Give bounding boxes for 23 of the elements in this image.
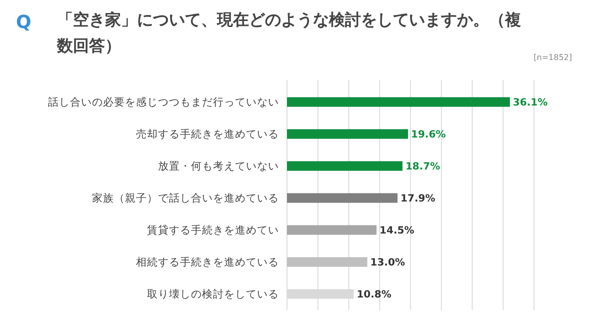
y-tick-label: 相続する手続きを進めている — [136, 256, 279, 269]
bar — [287, 225, 377, 235]
y-tick-label: 放置・何も考えていない — [158, 160, 279, 173]
bar — [287, 193, 398, 203]
bar — [287, 257, 368, 267]
y-tick-label: 賃貸する手続きを進めてい — [147, 224, 279, 237]
y-tick-label: 家族（親子）で話し合いを進めている — [92, 192, 279, 205]
y-tick-label: 取り壊しの検討をしている — [147, 288, 279, 301]
data-label: 17.9% — [400, 194, 436, 204]
data-label: 36.1% — [512, 98, 548, 108]
bar — [287, 97, 510, 107]
chart-title: 「空き家」について、現在どのような検討をしていますか。（複数回答） — [56, 10, 521, 55]
data-label: 19.6% — [411, 130, 446, 140]
bar — [287, 161, 402, 171]
data-label: 18.7% — [405, 162, 440, 172]
y-tick-label: 売却する手続きを進めている — [136, 128, 279, 141]
data-label: 13.0% — [370, 258, 405, 268]
text: Q — [16, 12, 32, 33]
text: [n=1852] — [534, 53, 572, 62]
bar — [287, 129, 408, 139]
y-tick-label: 話し合いの必要を感じつつもまだ行っていない — [48, 96, 279, 109]
data-label: 10.8% — [356, 290, 392, 300]
data-label: 14.5% — [380, 226, 414, 236]
